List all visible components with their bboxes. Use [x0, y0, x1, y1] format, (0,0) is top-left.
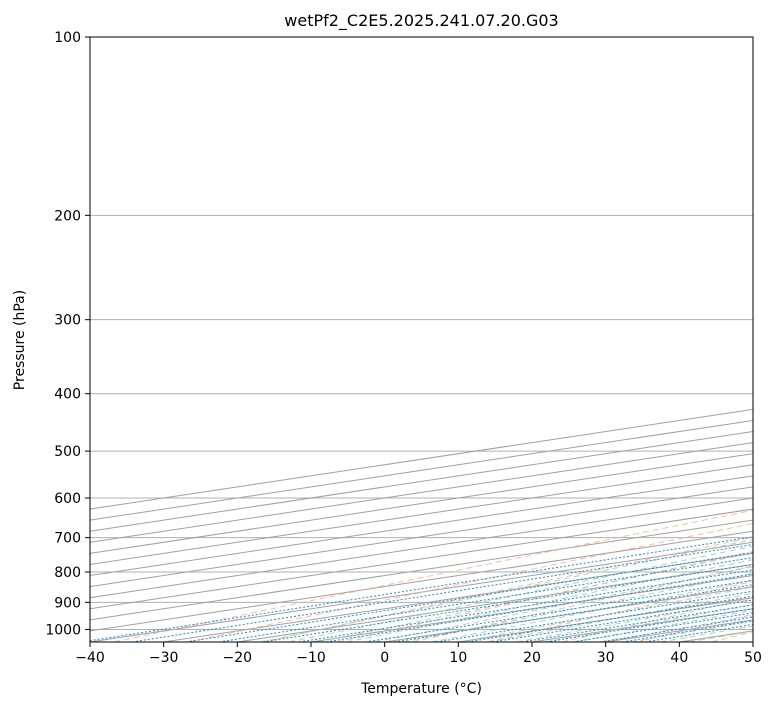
mixing-ratio-line — [573, 451, 775, 642]
y-tick-label: 900 — [54, 595, 81, 611]
moist-adiabat-line — [432, 141, 775, 642]
chart-title: wetPf2_C2E5.2025.241.07.20.G03 — [284, 11, 558, 31]
y-tick-label: 700 — [54, 531, 81, 547]
moist-adiabat-line — [460, 124, 775, 642]
y-tick-label: 600 — [54, 491, 81, 507]
x-tick-label: 10 — [449, 650, 467, 666]
x-tick-label: −30 — [149, 650, 179, 666]
y-tick-label: 400 — [54, 387, 81, 403]
mixing-ratio-line — [263, 451, 775, 642]
x-tick-label: 0 — [380, 650, 389, 666]
dry-adiabat-line — [488, 37, 775, 642]
x-tick-label: −40 — [75, 650, 105, 666]
moist-adiabat-line — [689, 37, 775, 642]
moist-adiabat-line — [574, 37, 775, 642]
x-tick-label: −20 — [223, 650, 253, 666]
dry-adiabat-line — [264, 37, 775, 642]
y-tick-label: 800 — [54, 565, 81, 581]
mixing-ratio-line — [600, 451, 775, 642]
y-tick-label: 1000 — [45, 622, 81, 638]
y-tick-label: 300 — [54, 313, 81, 329]
plot-frame — [90, 37, 753, 642]
moist-adiabat-line — [602, 37, 775, 642]
y-tick-label: 200 — [54, 208, 81, 224]
dry-adiabat-line — [562, 37, 775, 642]
isotherm-line — [753, 37, 775, 642]
y-axis: 100 200 300 400 500 600 700 800 900 1000 — [45, 30, 90, 638]
dry-adiabat-line — [114, 37, 775, 642]
mixing-ratio-line — [645, 451, 775, 642]
isotherm-line — [90, 37, 775, 642]
y-axis-label: Pressure (hPa) — [12, 290, 28, 390]
dry-adiabat-line — [712, 37, 775, 642]
mixing-ratio-line — [132, 451, 775, 642]
x-tick-label: 20 — [523, 650, 541, 666]
y-tick-label: 100 — [54, 30, 81, 46]
isotherm-line — [385, 37, 775, 642]
dry-adiabat-line — [413, 37, 775, 642]
isotherm-line — [532, 37, 775, 642]
y-tick-label: 500 — [54, 444, 81, 460]
x-tick-label: −10 — [296, 650, 326, 666]
x-tick-label: 50 — [744, 650, 762, 666]
dry-adiabat-line — [637, 37, 775, 642]
mixing-ratio-line — [492, 451, 775, 642]
x-axis: −40 −30 −20 −10 0 10 20 30 40 50 — [75, 642, 762, 666]
x-tick-label: 30 — [597, 650, 615, 666]
x-axis-label: Temperature (°C) — [360, 681, 482, 697]
x-tick-label: 40 — [670, 650, 688, 666]
mixing-ratio-line — [186, 451, 775, 642]
moist-adiabat-line — [488, 84, 775, 642]
plot-area: 0.10.20.40.611.52346810131620253036-100-… — [0, 24, 775, 642]
moist-adiabat-line — [660, 37, 775, 642]
